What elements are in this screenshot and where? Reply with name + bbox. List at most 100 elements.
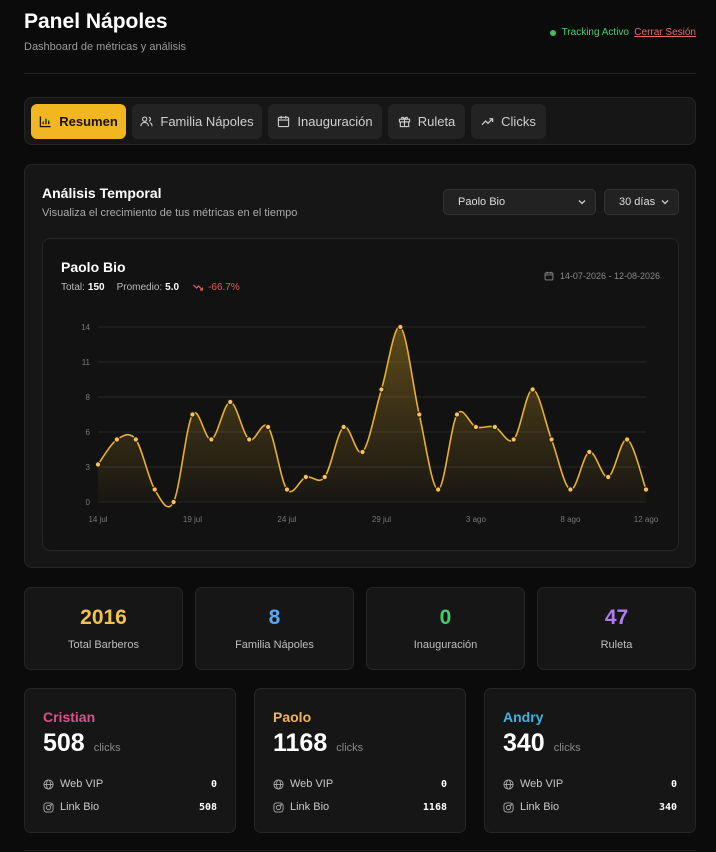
data-point[interactable]: [359, 448, 366, 456]
web-vip-row: Web VIP 0: [273, 778, 447, 790]
data-point[interactable]: [472, 423, 480, 431]
data-point[interactable]: [264, 423, 272, 431]
web-vip-label: Web VIP: [60, 778, 104, 790]
data-point[interactable]: [586, 448, 593, 456]
chart-stats: Total: 150 Promedio: 5.0 -66.7%: [61, 282, 240, 293]
globe-icon: [43, 778, 54, 790]
x-tick-label: 29 jul: [372, 515, 391, 524]
metric-select-value: Paolo Bio: [458, 196, 506, 208]
web-vip-value: 0: [670, 778, 677, 790]
y-tick-label: 3: [86, 463, 91, 472]
average-label: Promedio:: [116, 282, 163, 293]
data-point[interactable]: [548, 436, 555, 443]
data-point[interactable]: [397, 323, 404, 331]
analysis-subtitle: Visualiza el crecimiento de tus métricas…: [42, 207, 298, 219]
data-point[interactable]: [132, 436, 139, 443]
data-point[interactable]: [510, 436, 517, 443]
web-vip-value: 0: [210, 778, 217, 790]
stat-value: 47: [604, 606, 629, 629]
data-point[interactable]: [113, 436, 120, 443]
y-tick-label: 8: [86, 393, 91, 402]
globe-icon: [503, 778, 514, 790]
data-point[interactable]: [416, 411, 423, 418]
tab-label: Resumen: [59, 114, 118, 129]
tab-inauguracion[interactable]: Inauguración: [268, 104, 382, 139]
tab-label: Inauguración: [297, 114, 373, 129]
globe-icon: [273, 778, 284, 790]
calendar-icon: [278, 115, 290, 128]
area-chart: 0 3 6 8 11 14 14 jul 19 jul 24 jul 29 jul 3 ago 8 …: [81, 323, 659, 524]
data-point[interactable]: [453, 411, 461, 418]
data-point[interactable]: [189, 411, 196, 418]
analysis-panel: Análisis Temporal Visualiza el crecimien…: [24, 164, 696, 568]
link-bio-label: Link Bio: [290, 801, 330, 813]
stat-label: Total Barberos: [68, 639, 139, 651]
web-vip-row: Web VIP 0: [503, 778, 677, 790]
x-tick-label: 19 jul: [183, 515, 202, 524]
data-point[interactable]: [567, 486, 574, 493]
data-point[interactable]: [227, 398, 234, 406]
tab-ruleta[interactable]: Ruleta: [388, 104, 465, 139]
data-point[interactable]: [435, 486, 442, 493]
tab-familia-napoles[interactable]: Familia Nápoles: [132, 104, 262, 139]
data-point[interactable]: [94, 461, 102, 468]
tracking-status-label: Tracking Activo: [561, 27, 629, 38]
link-bio-row: Link Bio 508: [43, 801, 217, 813]
metric-select[interactable]: Paolo Bio: [443, 189, 596, 215]
y-tick-label: 11: [82, 358, 91, 367]
web-vip-row: Web VIP 0: [43, 778, 217, 790]
x-tick-label: 24 jul: [277, 515, 296, 524]
data-point[interactable]: [283, 486, 291, 493]
x-tick-label: 8 ago: [560, 515, 581, 524]
instagram-icon: [503, 801, 514, 813]
x-tick-label: 12 ago: [634, 515, 659, 524]
data-point[interactable]: [378, 386, 385, 393]
data-point[interactable]: [246, 436, 253, 443]
data-point[interactable]: [302, 473, 309, 481]
user-card-andry: Andry 340 clicks Web VIP 0 Link Bio 340: [484, 688, 696, 833]
x-tick-label: 14 jul: [88, 515, 107, 524]
data-point[interactable]: [151, 486, 158, 493]
average-value: 5.0: [165, 282, 180, 293]
page-title: Panel Nápoles: [24, 10, 168, 33]
divider: [24, 850, 696, 851]
status-dot-icon: [549, 29, 556, 36]
tab-bar: Resumen Familia Nápoles Inauguración Rul…: [24, 97, 696, 145]
range-select[interactable]: 30 días: [604, 189, 679, 215]
chart-card: Paolo Bio Total: 150 Promedio: 5.0 -66.7…: [42, 238, 679, 551]
data-point[interactable]: [491, 423, 498, 431]
data-point[interactable]: [340, 423, 347, 431]
range-select-value: 30 días: [619, 196, 656, 208]
stat-label: Familia Nápoles: [235, 639, 314, 651]
data-point[interactable]: [624, 436, 631, 443]
link-bio-row: Link Bio 1168: [273, 801, 447, 813]
user-total-value: 340: [503, 729, 545, 757]
user-total: 1168 clicks: [273, 729, 363, 758]
logout-link[interactable]: Cerrar Sesión: [634, 27, 696, 38]
user-total-unit: clicks: [93, 742, 121, 754]
user-card-cristian: Cristian 508 clicks Web VIP 0 Link Bio 5…: [24, 688, 236, 833]
web-vip-label: Web VIP: [520, 778, 564, 790]
stat-value: 2016: [80, 606, 127, 629]
y-tick-label: 14: [81, 323, 90, 332]
tab-clicks[interactable]: Clicks: [471, 104, 546, 139]
calendar-icon: [544, 271, 554, 281]
data-point[interactable]: [529, 386, 536, 393]
date-range-value: 14-07-2026 - 12-08-2026: [559, 271, 660, 281]
data-point[interactable]: [321, 473, 328, 481]
tracking-status: Tracking Activo: [549, 27, 629, 38]
users-icon: [140, 116, 154, 127]
trending-up-icon: [481, 118, 494, 126]
tab-label: Ruleta: [417, 114, 456, 129]
stat-card-ruleta: 47 Ruleta: [537, 587, 696, 670]
data-point[interactable]: [642, 486, 650, 493]
tab-resumen[interactable]: Resumen: [31, 104, 126, 139]
data-point[interactable]: [605, 473, 612, 481]
stat-value: 8: [268, 606, 281, 629]
link-bio-label: Link Bio: [520, 801, 560, 813]
data-point[interactable]: [170, 498, 177, 506]
data-point[interactable]: [208, 436, 215, 443]
user-card-paolo: Paolo 1168 clicks Web VIP 0 Link Bio 116…: [254, 688, 466, 833]
area-fill: [98, 326, 646, 507]
total-value: 150: [87, 282, 105, 293]
